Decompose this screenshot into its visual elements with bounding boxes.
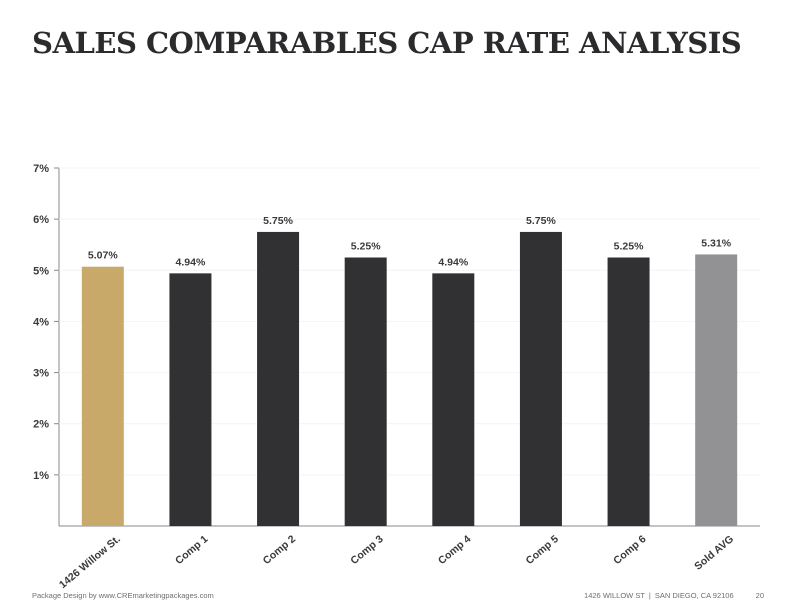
y-tick-label: 7% (33, 163, 49, 175)
page-title: SALES COMPARABLES CAP RATE ANALYSIS (32, 26, 742, 60)
category-label: Sold AVG (692, 533, 736, 573)
bar (519, 231, 562, 526)
bar (81, 266, 124, 526)
footer-street: 1426 WILLOW ST (584, 591, 645, 600)
y-tick-label: 4% (33, 316, 49, 328)
bar (695, 254, 738, 526)
page-number: 20 (755, 591, 764, 600)
category-label: Comp 3 (348, 533, 385, 567)
y-tick-label: 2% (33, 419, 49, 431)
footer-city: SAN DIEGO, CA 92106 (654, 591, 734, 600)
category-label: Comp 6 (611, 533, 648, 567)
bar (169, 273, 212, 526)
y-tick-label: 5% (33, 265, 49, 277)
category-label: Comp 5 (524, 533, 561, 567)
footer-separator: | (648, 591, 651, 600)
data-label: 5.75% (526, 215, 556, 227)
category-label: Comp 2 (261, 533, 298, 567)
data-label: 5.75% (263, 215, 293, 227)
y-tick-label: 3% (33, 368, 49, 380)
y-tick-label: 6% (33, 214, 49, 226)
category-label: Comp 1 (173, 533, 210, 567)
data-label: 4.94% (438, 256, 468, 268)
bar (607, 257, 650, 526)
footer-credit: Package Design by www.CREmarketingpackag… (32, 591, 214, 600)
data-label: 5.25% (614, 241, 644, 253)
footer-address: 1426 WILLOW ST | SAN DIEGO, CA 92106 20 (584, 591, 764, 600)
data-label: 5.25% (351, 241, 381, 253)
data-label: 4.94% (176, 256, 206, 268)
category-label: 1426 Willow St. (57, 533, 123, 591)
bar (257, 231, 300, 526)
category-label: Comp 4 (436, 533, 473, 567)
bar (432, 273, 475, 526)
bar (344, 257, 387, 526)
data-label: 5.07% (88, 250, 118, 262)
data-label: 5.31% (701, 237, 731, 249)
y-tick-label: 1% (33, 470, 49, 482)
